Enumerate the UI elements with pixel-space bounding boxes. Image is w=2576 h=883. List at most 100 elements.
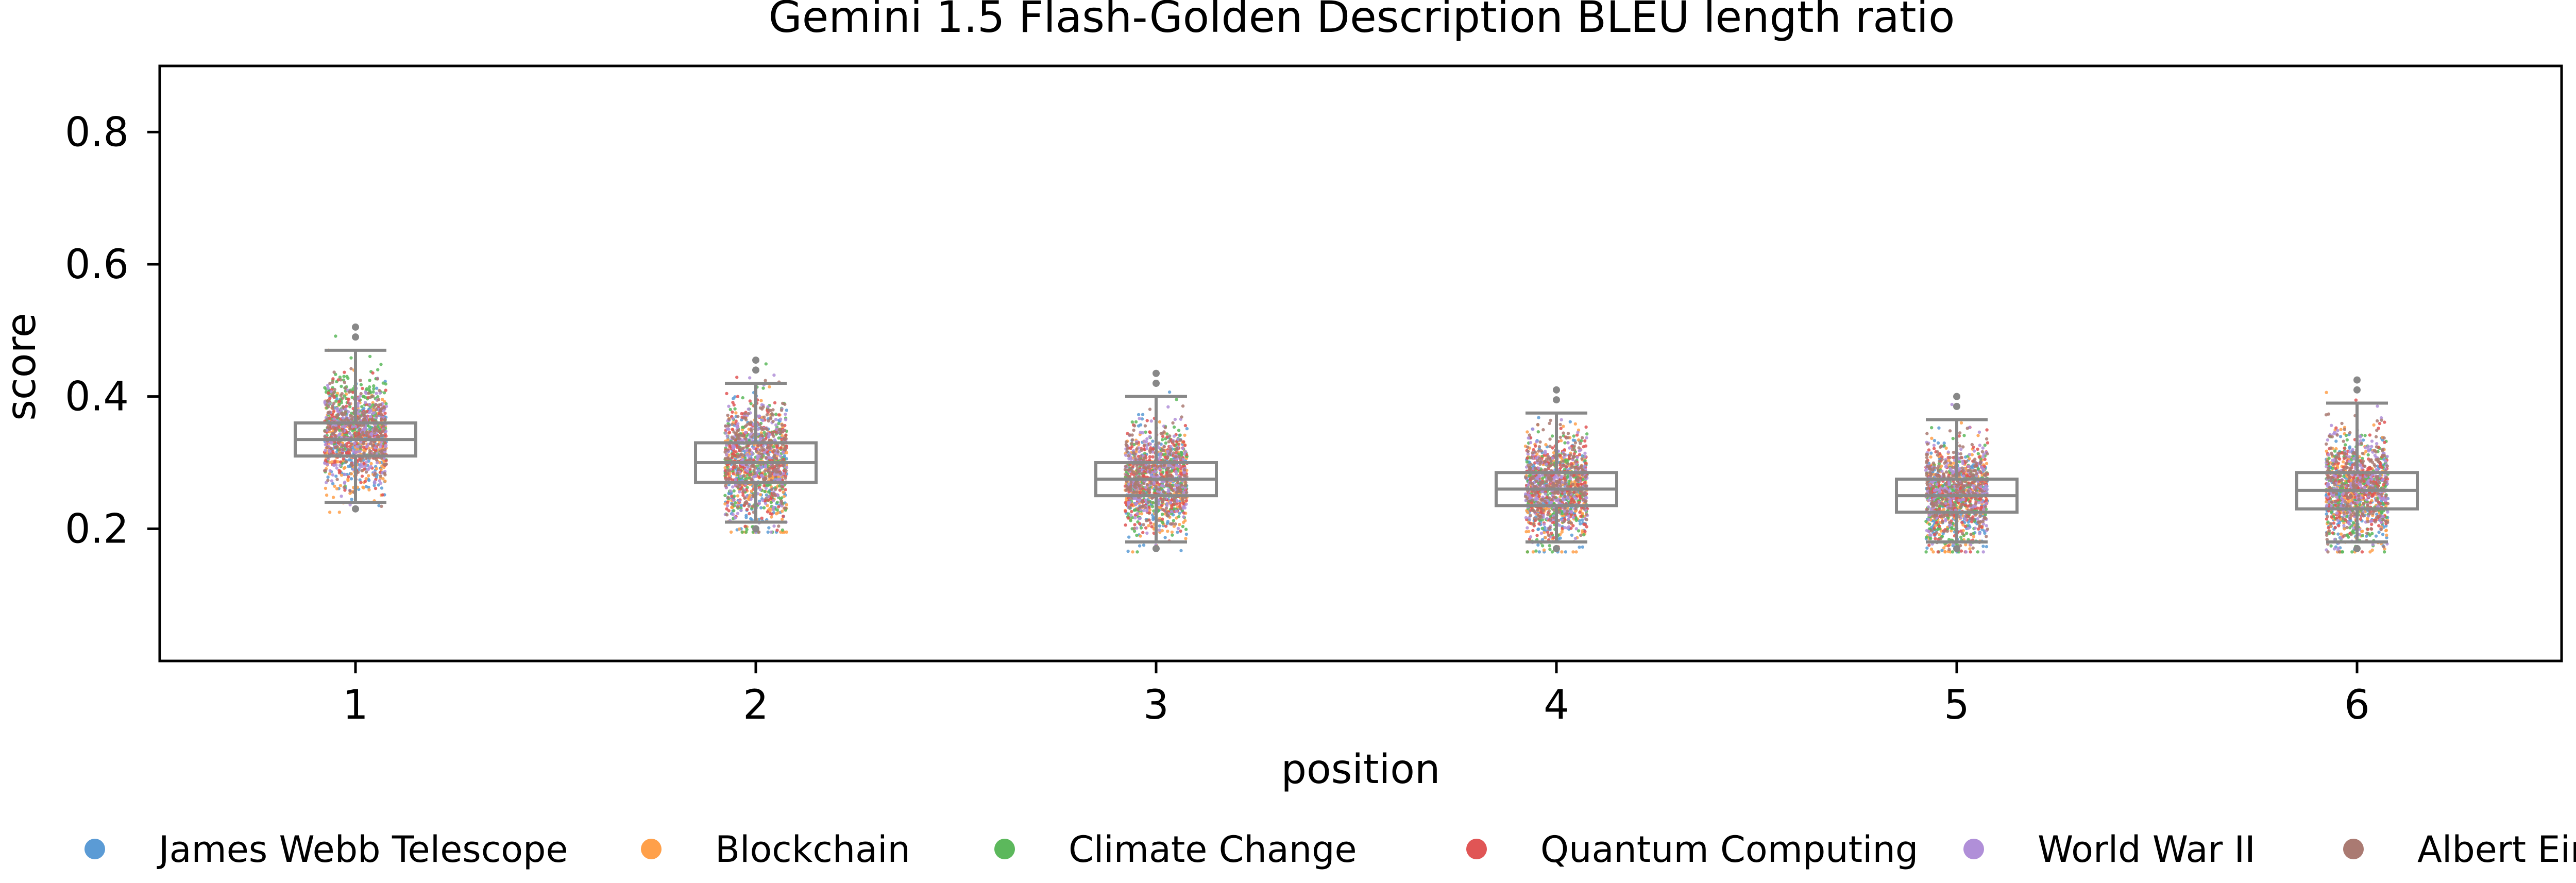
data-point: [1571, 550, 1575, 554]
data-point: [1157, 441, 1161, 445]
data-point: [1145, 437, 1149, 441]
data-point: [1580, 514, 1583, 518]
data-point: [343, 425, 347, 429]
data-point: [1527, 436, 1530, 440]
data-point: [1172, 425, 1176, 429]
data-point: [1536, 543, 1540, 547]
data-point: [1539, 531, 1544, 535]
data-point: [332, 426, 335, 429]
data-point: [782, 463, 785, 467]
data-point: [345, 417, 349, 420]
data-point: [1167, 390, 1172, 394]
data-point: [331, 496, 335, 499]
data-point: [769, 474, 772, 478]
data-point: [739, 487, 742, 491]
data-point: [780, 423, 784, 427]
data-point: [1142, 482, 1146, 485]
data-point: [1168, 447, 1172, 451]
data-point: [1171, 421, 1175, 425]
data-point: [1548, 544, 1551, 548]
data-point: [383, 479, 387, 483]
data-point: [364, 433, 368, 437]
data-point: [758, 452, 761, 455]
data-point: [751, 493, 755, 497]
data-point: [1531, 427, 1535, 431]
data-point: [1128, 500, 1132, 504]
data-point: [349, 367, 353, 370]
data-point: [340, 473, 344, 477]
data-point: [364, 470, 368, 474]
data-point: [1560, 550, 1564, 554]
data-point: [734, 516, 737, 520]
data-point: [1159, 452, 1162, 455]
data-point: [736, 485, 740, 489]
data-point: [783, 423, 787, 428]
data-point: [380, 471, 384, 475]
data-point: [1136, 508, 1140, 512]
data-point: [364, 456, 368, 461]
data-point: [1170, 506, 1174, 510]
data-point: [736, 415, 740, 418]
data-point: [1535, 534, 1539, 537]
data-point: [380, 430, 383, 434]
data-point: [1139, 526, 1143, 530]
data-point: [732, 472, 735, 476]
data-point: [1161, 507, 1164, 511]
data-point: [329, 390, 333, 394]
data-point: [784, 477, 787, 480]
data-point: [1151, 439, 1155, 443]
data-point: [761, 428, 765, 431]
data-point: [738, 490, 741, 494]
data-point: [745, 528, 749, 532]
data-point: [1176, 527, 1180, 530]
data-point: [726, 414, 730, 417]
data-point: [774, 412, 778, 416]
data-point: [363, 390, 367, 394]
data-point: [1143, 506, 1147, 510]
data-point: [763, 469, 767, 473]
data-point: [382, 391, 386, 395]
data-point: [1531, 550, 1535, 554]
data-point: [737, 467, 740, 471]
data-point: [1161, 438, 1164, 441]
data-point: [1178, 502, 1182, 505]
data-point: [364, 464, 367, 468]
data-point: [374, 446, 377, 450]
data-point: [760, 516, 764, 520]
data-point: [337, 399, 341, 403]
data-point: [1166, 466, 1171, 470]
data-point: [734, 419, 738, 423]
data-point: [1574, 518, 1578, 522]
data-point: [1172, 434, 1176, 438]
data-point: [753, 471, 757, 475]
data-point: [362, 445, 365, 449]
data-point: [762, 448, 766, 451]
data-point: [727, 431, 732, 434]
data-point: [372, 384, 376, 388]
data-point: [1165, 432, 1169, 436]
data-point: [730, 435, 734, 439]
data-point: [381, 409, 385, 413]
data-point: [351, 390, 355, 394]
data-point: [336, 409, 340, 413]
data-point: [1542, 548, 1546, 552]
data-point: [375, 458, 378, 462]
data-point: [1134, 502, 1138, 506]
data-point: [1166, 488, 1171, 491]
data-point: [1176, 490, 1179, 494]
data-point: [732, 509, 736, 513]
data-point: [1181, 404, 1185, 408]
data-point: [340, 408, 344, 412]
data-point: [743, 524, 747, 528]
data-point: [772, 373, 776, 377]
data-point: [778, 417, 783, 421]
data-point: [1143, 456, 1146, 460]
data-point: [1526, 456, 1529, 460]
data-point: [367, 474, 370, 478]
data-point: [1142, 544, 1146, 547]
data-point: [785, 466, 789, 469]
data-point: [348, 431, 352, 435]
data-point: [1168, 483, 1172, 487]
data-point: [1177, 465, 1181, 468]
